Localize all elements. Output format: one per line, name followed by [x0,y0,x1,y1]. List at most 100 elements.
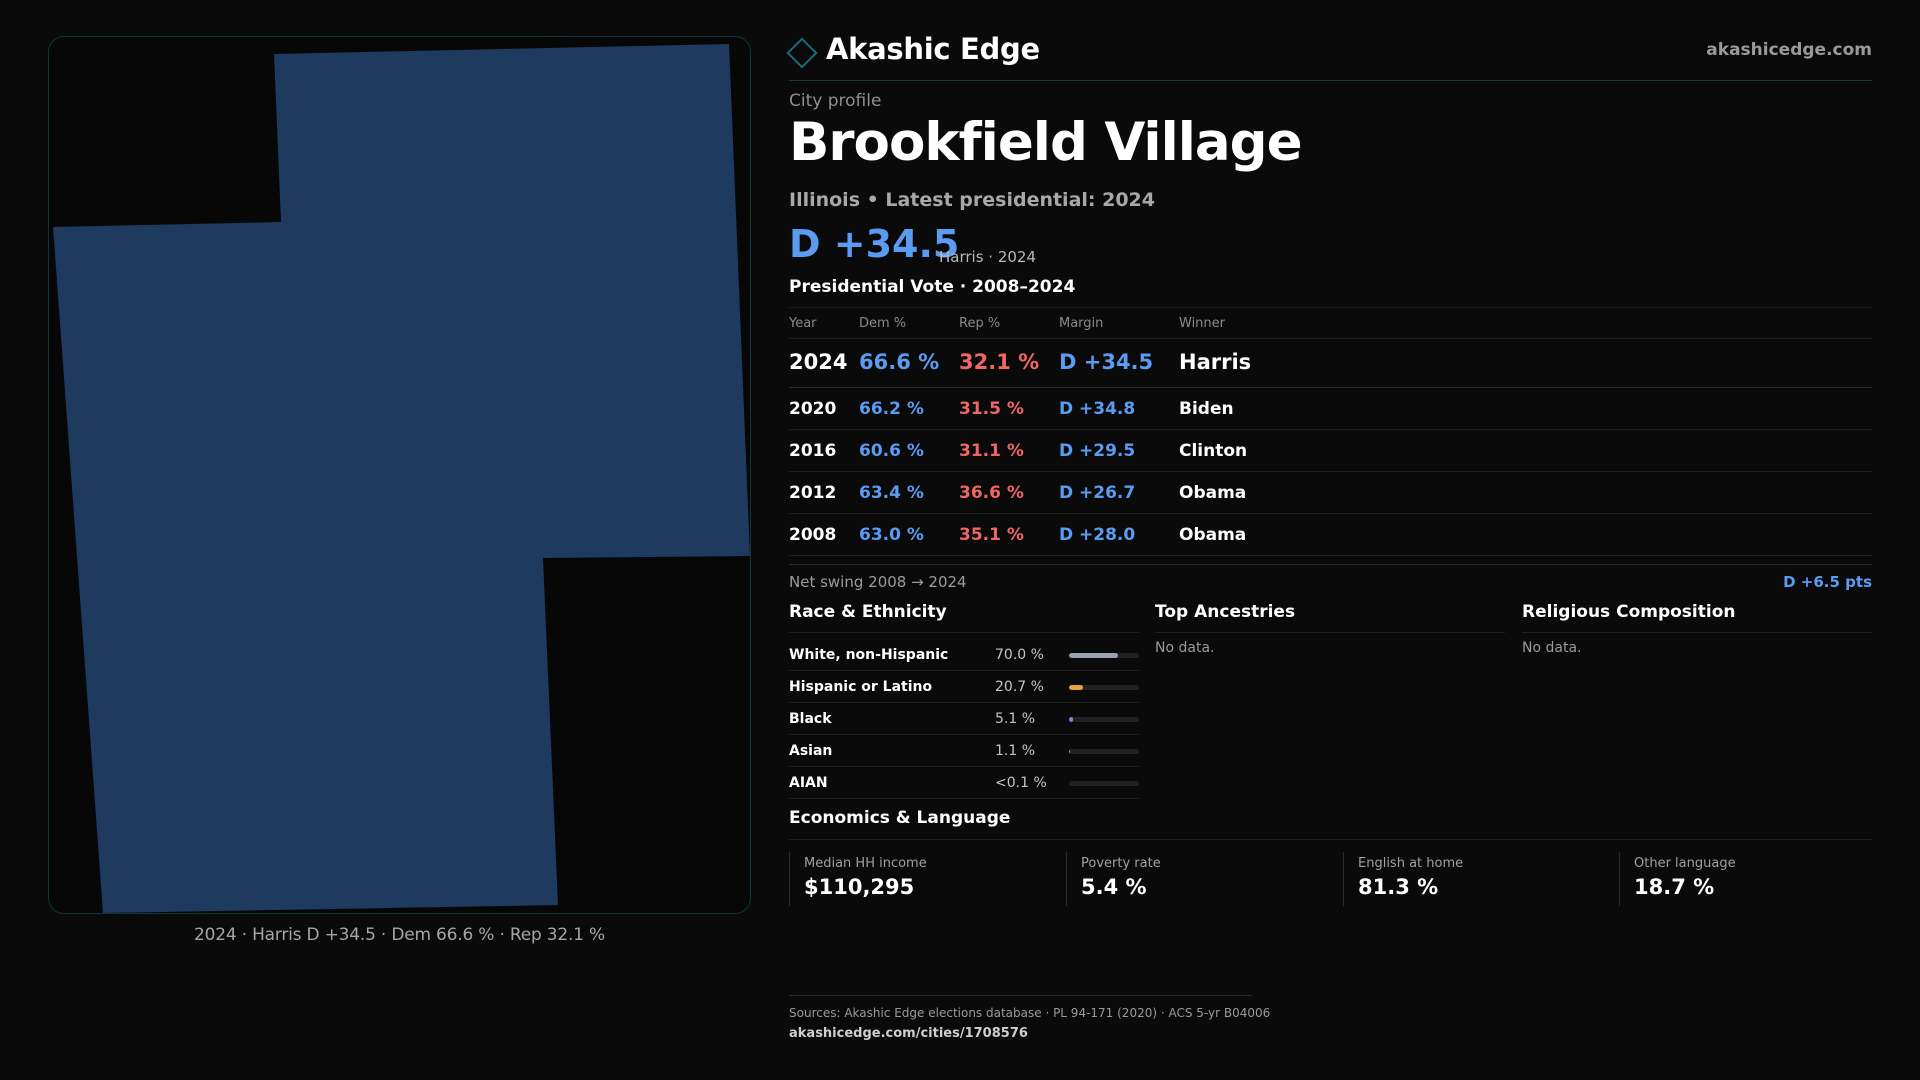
cell-rep: 32.1 % [959,350,1040,374]
table-row: 2016 60.6 % 31.1 % D +29.5 Clinton [789,430,1872,472]
race-name: White, non-Hispanic [789,647,949,663]
brand-name[interactable]: Akashic Edge [826,32,1040,66]
brand-header: Akashic Edge akashicedge.com [786,30,1872,81]
cell-winner: Obama [1179,525,1247,545]
table-row: 2020 66.2 % 31.5 % D +34.8 Biden [789,388,1872,430]
column-header-rep: Rep % [959,316,1001,331]
top-ancestries-empty: No data. [1155,640,1215,656]
city-boundary-map[interactable] [48,36,751,914]
cell-rep: 31.1 % [959,441,1024,461]
race-percent: 20.7 % [995,679,1044,695]
latest-margin-note: Harris · 2024 [939,248,1037,266]
race-bar-fill [1069,653,1118,658]
economics-cards: Median HH income $110,295 Poverty rate 5… [789,852,1872,906]
race-row: Hispanic or Latino 20.7 % [789,671,1139,703]
cell-dem: 60.6 % [859,441,924,461]
cell-year: 2012 [789,483,837,503]
race-percent: 5.1 % [995,711,1036,727]
race-bar-fill [1069,717,1073,722]
race-ethnicity-title: Race & Ethnicity [789,600,1139,633]
race-bar-fill [1069,685,1084,690]
race-row: White, non-Hispanic 70.0 % [789,639,1139,671]
city-boundary-shape[interactable] [53,44,750,913]
stat-value: 5.4 % [1081,875,1147,899]
cell-dem: 66.6 % [859,350,940,374]
column-header-winner: Winner [1179,316,1226,331]
cell-margin: D +34.8 [1059,399,1136,419]
cell-rep: 36.6 % [959,483,1024,503]
race-percent: <0.1 % [995,775,1047,791]
stat-label: Poverty rate [1081,856,1161,871]
column-header-year: Year [789,316,817,331]
religious-composition-empty: No data. [1522,640,1582,656]
cell-margin: D +26.7 [1059,483,1136,503]
latest-margin: D +34.5 [789,222,960,266]
stat-value: 18.7 % [1634,875,1715,899]
cell-margin: D +29.5 [1059,441,1136,461]
race-bar-track [1069,685,1139,690]
page-subtitle: Illinois • Latest presidential: 2024 [789,189,1156,211]
page-url-link[interactable]: akashicedge.com/cities/1708576 [789,1026,1028,1041]
stat-label: English at home [1358,856,1464,871]
map-caption: 2024 · Harris D +34.5 · Dem 66.6 % · Rep… [194,925,605,945]
page-footer: Sources: Akashic Edge elections database… [789,995,1271,1041]
table-header-row: Year Dem % Rep % Margin Winner [789,308,1872,339]
net-swing-value: D +6.5 pts [1783,573,1872,591]
economics-header: Economics & Language [789,806,1872,840]
race-row: Asian 1.1 % [789,735,1139,767]
race-bar-track [1069,749,1139,754]
table-row: 2008 63.0 % 35.1 % D +28.0 Obama [789,514,1872,556]
map-canvas [53,44,750,913]
top-ancestries-section: Top Ancestries No data. [1155,600,1505,656]
religious-composition-title: Religious Composition [1522,600,1872,633]
sources-note: Sources: Akashic Edge elections database… [789,1006,1271,1020]
cell-winner: Harris [1179,350,1252,374]
stat-value: $110,295 [804,875,915,899]
column-header-margin: Margin [1059,316,1104,331]
page-kicker: City profile [789,91,882,111]
race-row: Black 5.1 % [789,703,1139,735]
race-bar-track [1069,781,1139,786]
race-name: Hispanic or Latino [789,679,933,695]
brand-url-link[interactable]: akashicedge.com [1706,40,1872,60]
table-row: 2012 63.4 % 36.6 % D +26.7 Obama [789,472,1872,514]
column-header-dem: Dem % [859,316,907,331]
cell-winner: Obama [1179,483,1247,503]
race-row: AIAN <0.1 % [789,767,1139,799]
stat-card-other-language: Other language 18.7 % [1619,852,1879,906]
net-swing-row: Net swing 2008 → 2024 D +6.5 pts [789,564,1872,601]
race-name: Asian [789,743,833,759]
race-name: Black [789,711,832,727]
cell-year: 2020 [789,399,837,419]
economics-title: Economics & Language [789,808,1011,828]
race-percent: 70.0 % [995,647,1044,663]
top-ancestries-title: Top Ancestries [1155,600,1505,633]
cell-year: 2016 [789,441,837,461]
cell-dem: 63.4 % [859,483,924,503]
race-percent: 1.1 % [995,743,1036,759]
race-bar-fill [1069,749,1070,754]
presidential-vote-table: Year Dem % Rep % Margin Winner 2024 66.6… [789,307,1872,556]
cell-winner: Clinton [1179,441,1248,461]
stat-card-poverty-rate: Poverty rate 5.4 % [1066,852,1326,906]
race-bar-track [1069,717,1139,722]
cell-dem: 63.0 % [859,525,924,545]
city-profile-panel: Akashic Edge akashicedge.com City profil… [786,0,1872,1080]
cell-dem: 66.2 % [859,399,924,419]
page-title: Brookfield Village [789,112,1303,173]
cell-winner: Biden [1179,399,1234,419]
stat-label: Median HH income [804,856,927,871]
race-bar-track [1069,653,1139,658]
cell-rep: 31.5 % [959,399,1024,419]
cell-year: 2008 [789,525,837,545]
net-swing-label: Net swing 2008 → 2024 [789,573,967,591]
race-name: AIAN [789,775,828,791]
cell-margin: D +28.0 [1059,525,1136,545]
race-ethnicity-list: White, non-Hispanic 70.0 % Hispanic or L… [789,639,1139,799]
race-ethnicity-section: Race & Ethnicity White, non-Hispanic 70.… [789,600,1139,799]
cell-year: 2024 [789,350,848,374]
cell-margin: D +34.5 [1059,350,1154,374]
stat-card-english-at-home: English at home 81.3 % [1343,852,1603,906]
religious-composition-section: Religious Composition No data. [1522,600,1872,656]
cell-rep: 35.1 % [959,525,1024,545]
